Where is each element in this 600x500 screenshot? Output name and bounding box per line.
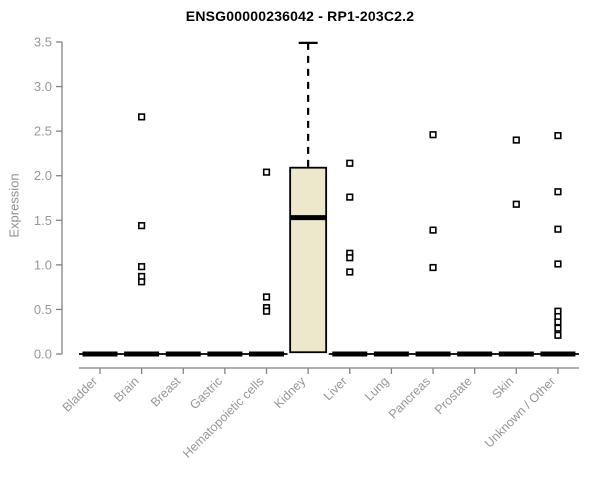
outlier-point — [554, 318, 562, 326]
x-tick-label: Prostate — [432, 374, 475, 417]
outlier-point — [138, 113, 146, 121]
chart-title: ENSG00000236042 - RP1-203C2.2 — [185, 8, 415, 24]
outlier-point — [138, 263, 146, 271]
outlier-point — [138, 278, 146, 286]
y-tick-label: 2.0 — [34, 168, 52, 183]
outlier-point — [429, 131, 437, 139]
outlier-point — [262, 293, 271, 301]
x-tick-label: Pancreas — [386, 374, 433, 421]
outlier-point — [429, 263, 437, 272]
outlier-point — [262, 307, 271, 315]
y-tick-label: 1.5 — [34, 213, 52, 228]
outlier-point — [554, 324, 562, 332]
outlier-point — [346, 193, 354, 201]
x-tick-label: Unknown / Other — [482, 374, 558, 450]
x-tick-label: Breast — [148, 374, 184, 410]
y-tick-label: 3.0 — [34, 79, 52, 94]
outlier-point — [346, 159, 354, 167]
outlier-point — [512, 200, 520, 208]
x-tick-label: Brain — [111, 374, 142, 405]
outlier-point — [512, 136, 520, 144]
x-tick-label: Skin — [489, 374, 516, 401]
box — [289, 166, 328, 354]
outlier-point — [554, 188, 562, 196]
y-tick-label: 0.0 — [34, 347, 52, 362]
y-tick-label: 1.0 — [34, 257, 52, 272]
x-tick-label: Kidney — [271, 374, 308, 411]
outlier-point — [554, 331, 562, 339]
outlier-point — [554, 225, 562, 233]
x-tick-label: Liver — [321, 374, 350, 403]
x-tick-label: Gastric — [187, 374, 225, 412]
x-tick-label: Hematopoietic cells — [180, 374, 267, 461]
y-tick-label: 0.5 — [34, 302, 52, 317]
y-tick-label: 3.5 — [34, 35, 52, 50]
outlier-point — [346, 268, 354, 276]
y-tick-label: 2.5 — [34, 124, 52, 139]
outlier-point — [554, 132, 562, 140]
x-tick-label: Bladder — [60, 374, 100, 414]
x-tick-label: Lung — [362, 374, 392, 404]
outlier-point — [138, 222, 146, 230]
outlier-point — [262, 168, 271, 176]
outlier-point — [429, 226, 437, 234]
outlier-point — [554, 260, 562, 268]
outlier-point — [346, 254, 354, 262]
